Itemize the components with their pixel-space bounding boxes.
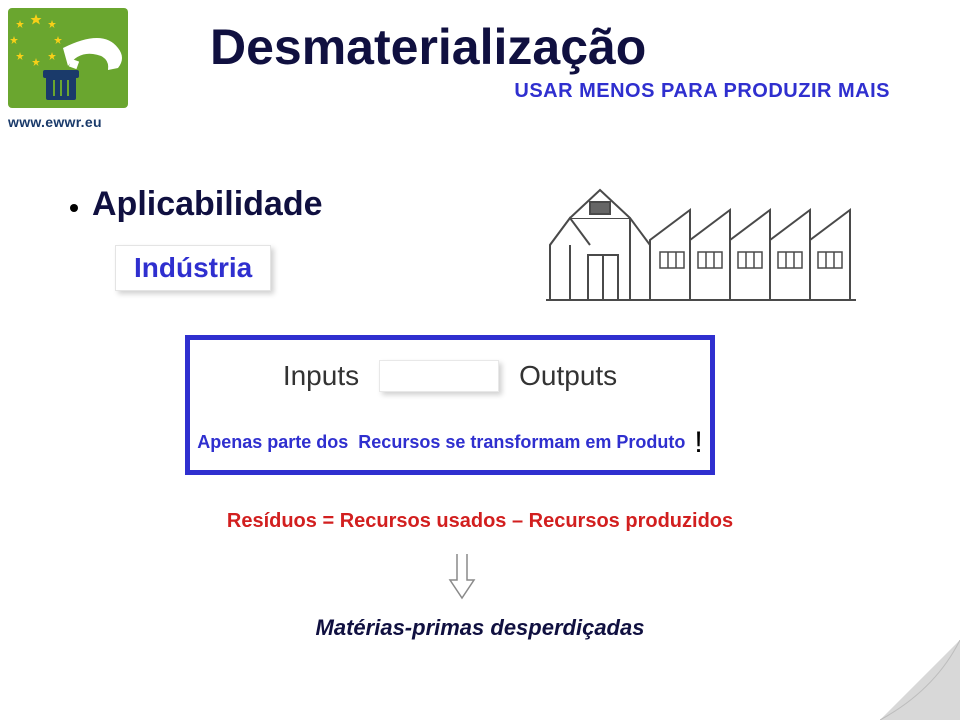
hand-bin-icon	[43, 38, 122, 100]
industria-box: Indústria	[115, 245, 271, 291]
logo-svg	[8, 8, 128, 108]
io-caption-prefix: Apenas parte dos	[197, 432, 353, 452]
page-curl-icon	[880, 640, 960, 720]
bullet-aplicabilidade: Aplicabilidade	[70, 185, 323, 224]
logo-url[interactable]: www.ewwr.eu	[8, 114, 128, 130]
bullet-dot-icon	[70, 204, 78, 212]
io-caption-bang: !	[694, 426, 702, 460]
io-caption-suffix: se transformam em Produto	[440, 432, 690, 452]
logo-block: www.ewwr.eu	[8, 8, 128, 130]
blank-box	[379, 360, 499, 392]
io-caption-mid: Recursos	[358, 432, 440, 452]
residuos-equation: Resíduos = Recursos usados – Recursos pr…	[0, 510, 960, 533]
down-arrow-icon	[448, 552, 476, 600]
io-row: Inputs Outputs	[190, 360, 710, 392]
io-frame: Inputs Outputs Apenas parte dos Recursos…	[185, 335, 715, 475]
inputs-label: Inputs	[283, 360, 359, 392]
page-subtitle: USAR MENOS PARA PRODUZIR MAIS	[514, 80, 890, 103]
slide: www.ewwr.eu Desmaterialização USAR MENOS…	[0, 0, 960, 720]
eu-stars-icon	[10, 10, 62, 66]
bullet-label: Aplicabilidade	[92, 185, 323, 224]
logo-badge	[8, 8, 128, 108]
io-caption: Apenas parte dos Recursos se transformam…	[190, 422, 710, 456]
factory-icon	[540, 170, 880, 305]
outputs-label: Outputs	[519, 360, 617, 392]
materias-label: Matérias-primas desperdiçadas	[0, 615, 960, 641]
page-title: Desmaterialização	[210, 18, 646, 76]
